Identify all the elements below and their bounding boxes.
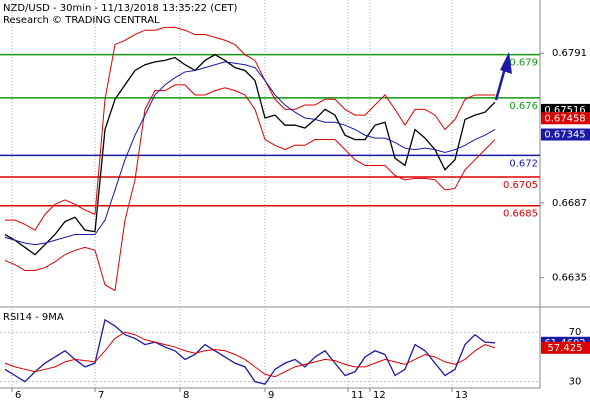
x-tick-label: 9	[268, 390, 274, 400]
level-label: 0.6685	[503, 209, 538, 220]
y-tick-label: 0.6687	[552, 198, 587, 209]
x-tick-label: 7	[98, 390, 104, 400]
price-line	[4, 84, 496, 292]
chart-title: NZD/USD - 30min - 11/13/2018 13:35:22 (C…	[3, 3, 237, 14]
price-line	[4, 53, 496, 256]
price-line	[4, 61, 496, 246]
rsi-line	[4, 318, 496, 385]
x-tick-label: 12	[373, 390, 386, 400]
level-label: 0.672	[509, 158, 538, 169]
value-box	[541, 341, 590, 354]
rsi-tick-label: 30	[569, 377, 582, 388]
value-box-label: 0.67345	[544, 130, 585, 141]
price-line	[5, 26, 495, 231]
y-tick-label: 0.6635	[552, 273, 587, 284]
value-box-label: 0.67458	[544, 113, 585, 124]
value-box-label: 57.425	[548, 343, 583, 354]
rsi-line	[4, 331, 496, 378]
value-box	[541, 128, 590, 141]
forecast-arrow	[494, 52, 512, 101]
arrow-head	[500, 52, 512, 74]
x-tick-label: 11	[351, 390, 364, 400]
rsi-tick-label: 70	[569, 327, 582, 338]
value-box-label: 0.67516	[544, 105, 585, 116]
level-label: 0.679	[509, 58, 538, 69]
x-tick-label: 6	[15, 390, 21, 400]
value-box	[541, 112, 590, 125]
x-tick-label: 8	[183, 390, 189, 400]
level-label: 0.676	[509, 101, 538, 112]
x-tick-label: 13	[455, 390, 468, 400]
level-label: 0.6705	[503, 180, 538, 191]
arrow-shaft	[494, 67, 507, 101]
chart-subtitle: Research © TRADING CENTRAL	[3, 15, 160, 26]
rsi-label: RSI14 - 9MA	[3, 312, 64, 323]
y-tick-label: 0.6791	[552, 48, 587, 59]
